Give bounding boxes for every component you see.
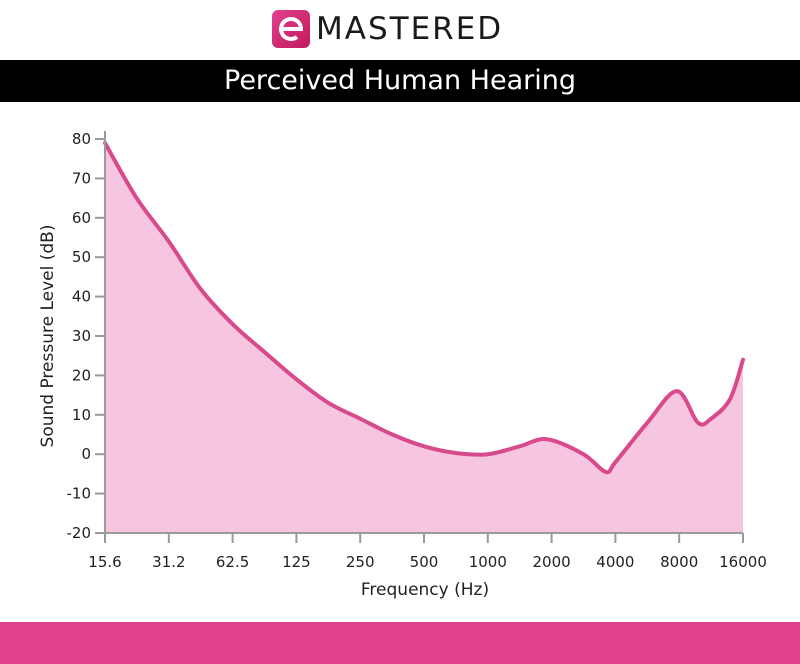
footer-band — [0, 622, 800, 664]
y-tick-label: 20 — [72, 366, 91, 384]
logo: MASTERED — [272, 10, 503, 48]
y-axis-label: Sound Pressure Level (dB) — [38, 225, 58, 448]
x-tick-label: 1000 — [469, 553, 507, 571]
y-tick-label: 40 — [72, 288, 91, 306]
x-tick-label: 2000 — [533, 553, 571, 571]
y-tick-label: 60 — [72, 209, 91, 227]
y-tick-label: 50 — [72, 248, 91, 266]
x-tick-label: 15.6 — [88, 553, 121, 571]
x-tick-label: 250 — [346, 553, 375, 571]
area-fill — [105, 142, 743, 533]
logo-text: MASTERED — [316, 11, 504, 47]
x-tick-label: 62.5 — [216, 553, 249, 571]
x-axis-label: Frequency (Hz) — [361, 580, 489, 600]
x-tick-label: 16000 — [719, 553, 767, 571]
x-tick-label: 8000 — [660, 553, 698, 571]
x-tick-label: 125 — [282, 553, 311, 571]
x-tick-label: 4000 — [596, 553, 634, 571]
chart-title: Perceived Human Hearing — [0, 60, 800, 102]
y-tick-label: -10 — [67, 485, 92, 503]
y-tick-label: 0 — [81, 445, 91, 463]
logo-e-icon — [272, 10, 310, 48]
x-tick-label: 31.2 — [152, 553, 185, 571]
y-tick-label: 80 — [72, 130, 91, 148]
x-tick-label: 500 — [410, 553, 439, 571]
y-tick-label: 70 — [72, 169, 91, 187]
series-line — [103, 140, 745, 475]
y-tick-label: -20 — [67, 524, 92, 542]
y-tick-label: 30 — [72, 327, 91, 345]
y-tick-label: 10 — [72, 406, 91, 424]
